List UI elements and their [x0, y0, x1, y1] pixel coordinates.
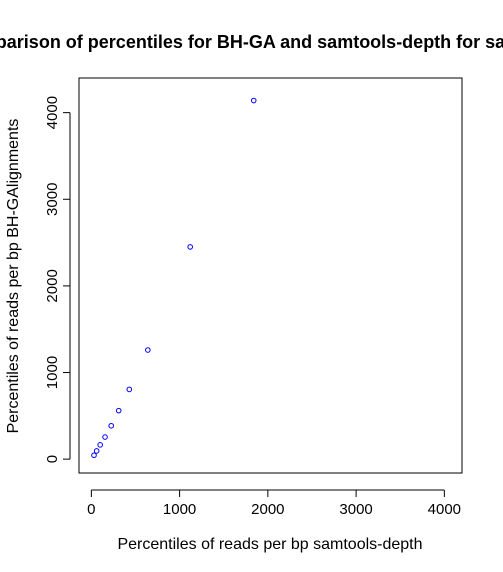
data-point: [102, 434, 108, 440]
x-tick-label: 1000: [163, 501, 196, 518]
y-axis: 0 1000 2000 3000 4000: [44, 96, 71, 463]
data-point: [126, 386, 133, 393]
x-tick-label: 0: [87, 501, 95, 518]
data-point: [145, 347, 151, 353]
data-points: [91, 97, 257, 459]
y-tick-label: 0: [44, 455, 61, 463]
x-axis: 0 1000 2000 3000 4000: [87, 489, 461, 518]
x-tick-label: 2000: [251, 501, 284, 518]
x-tick-label: 4000: [428, 501, 461, 518]
data-point: [97, 442, 103, 448]
y-tick-label: 1000: [44, 356, 61, 389]
y-axis-label: Percentiles of reads per bp BH-GAlignmen…: [5, 119, 22, 434]
y-tick-label: 4000: [44, 96, 61, 129]
plot-frame: [78, 77, 463, 474]
data-point: [91, 452, 97, 459]
chart-title: Comparison of percentiles for BH-GA and …: [0, 32, 503, 52]
data-point: [187, 244, 193, 250]
y-tick-label: 3000: [44, 183, 61, 216]
data-point: [93, 448, 100, 454]
data-point: [115, 407, 122, 414]
data-point: [250, 97, 257, 104]
x-axis-label: Percentiles of reads per bp samtools-dep…: [117, 536, 422, 553]
x-tick-label: 3000: [339, 501, 372, 518]
data-point: [108, 422, 115, 429]
y-tick-label: 2000: [44, 269, 61, 302]
